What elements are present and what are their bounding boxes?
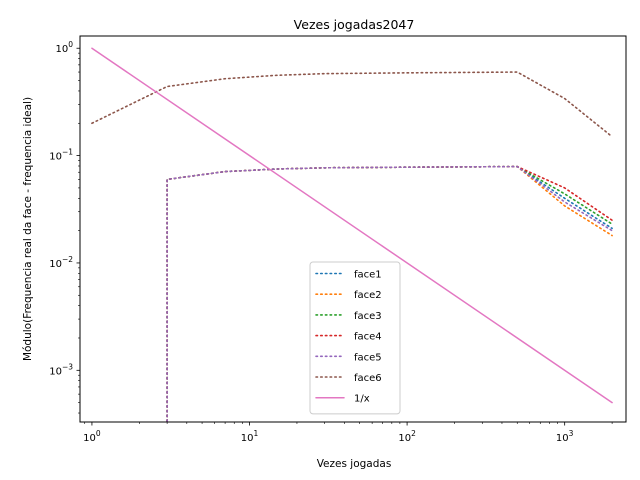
y-axis: 100 10−1 10−2 10−3	[49, 40, 80, 414]
plot-area	[91, 47, 613, 422]
legend-label-face4: face4	[354, 332, 382, 343]
y-tick-label: 10−3	[49, 362, 73, 377]
series-line-1/x	[91, 47, 613, 404]
legend-label-face1: face1	[354, 270, 382, 281]
legend: face1 face2 face3 face4 face5 face6 1/x	[309, 261, 401, 415]
x-axis-label: Vezes jogadas	[317, 458, 392, 470]
y-tick-label: 100	[55, 40, 73, 55]
series-line-face5	[166, 165, 613, 422]
y-tick-label: 10−1	[49, 148, 73, 163]
legend-label-face2: face2	[354, 290, 382, 301]
x-tick-label: 102	[398, 429, 416, 444]
legend-label-face5: face5	[354, 352, 382, 363]
axes-frame	[79, 35, 627, 423]
legend-label-face6: face6	[354, 373, 382, 384]
x-tick-label: 103	[556, 429, 574, 444]
x-axis: 100 101 102 103	[83, 422, 613, 444]
x-tick-label: 101	[241, 429, 259, 444]
y-axis-label: Módulo(Frequencia real da face - frequen…	[22, 97, 34, 361]
x-tick-label: 100	[83, 429, 101, 444]
series-line-face6	[91, 71, 613, 138]
legend-box	[309, 261, 401, 415]
legend-label-1/x: 1/x	[354, 394, 370, 405]
legend-label-face3: face3	[354, 311, 382, 322]
chart-title: Vezes jogadas2047	[294, 17, 415, 32]
y-tick-label: 10−2	[49, 255, 73, 270]
